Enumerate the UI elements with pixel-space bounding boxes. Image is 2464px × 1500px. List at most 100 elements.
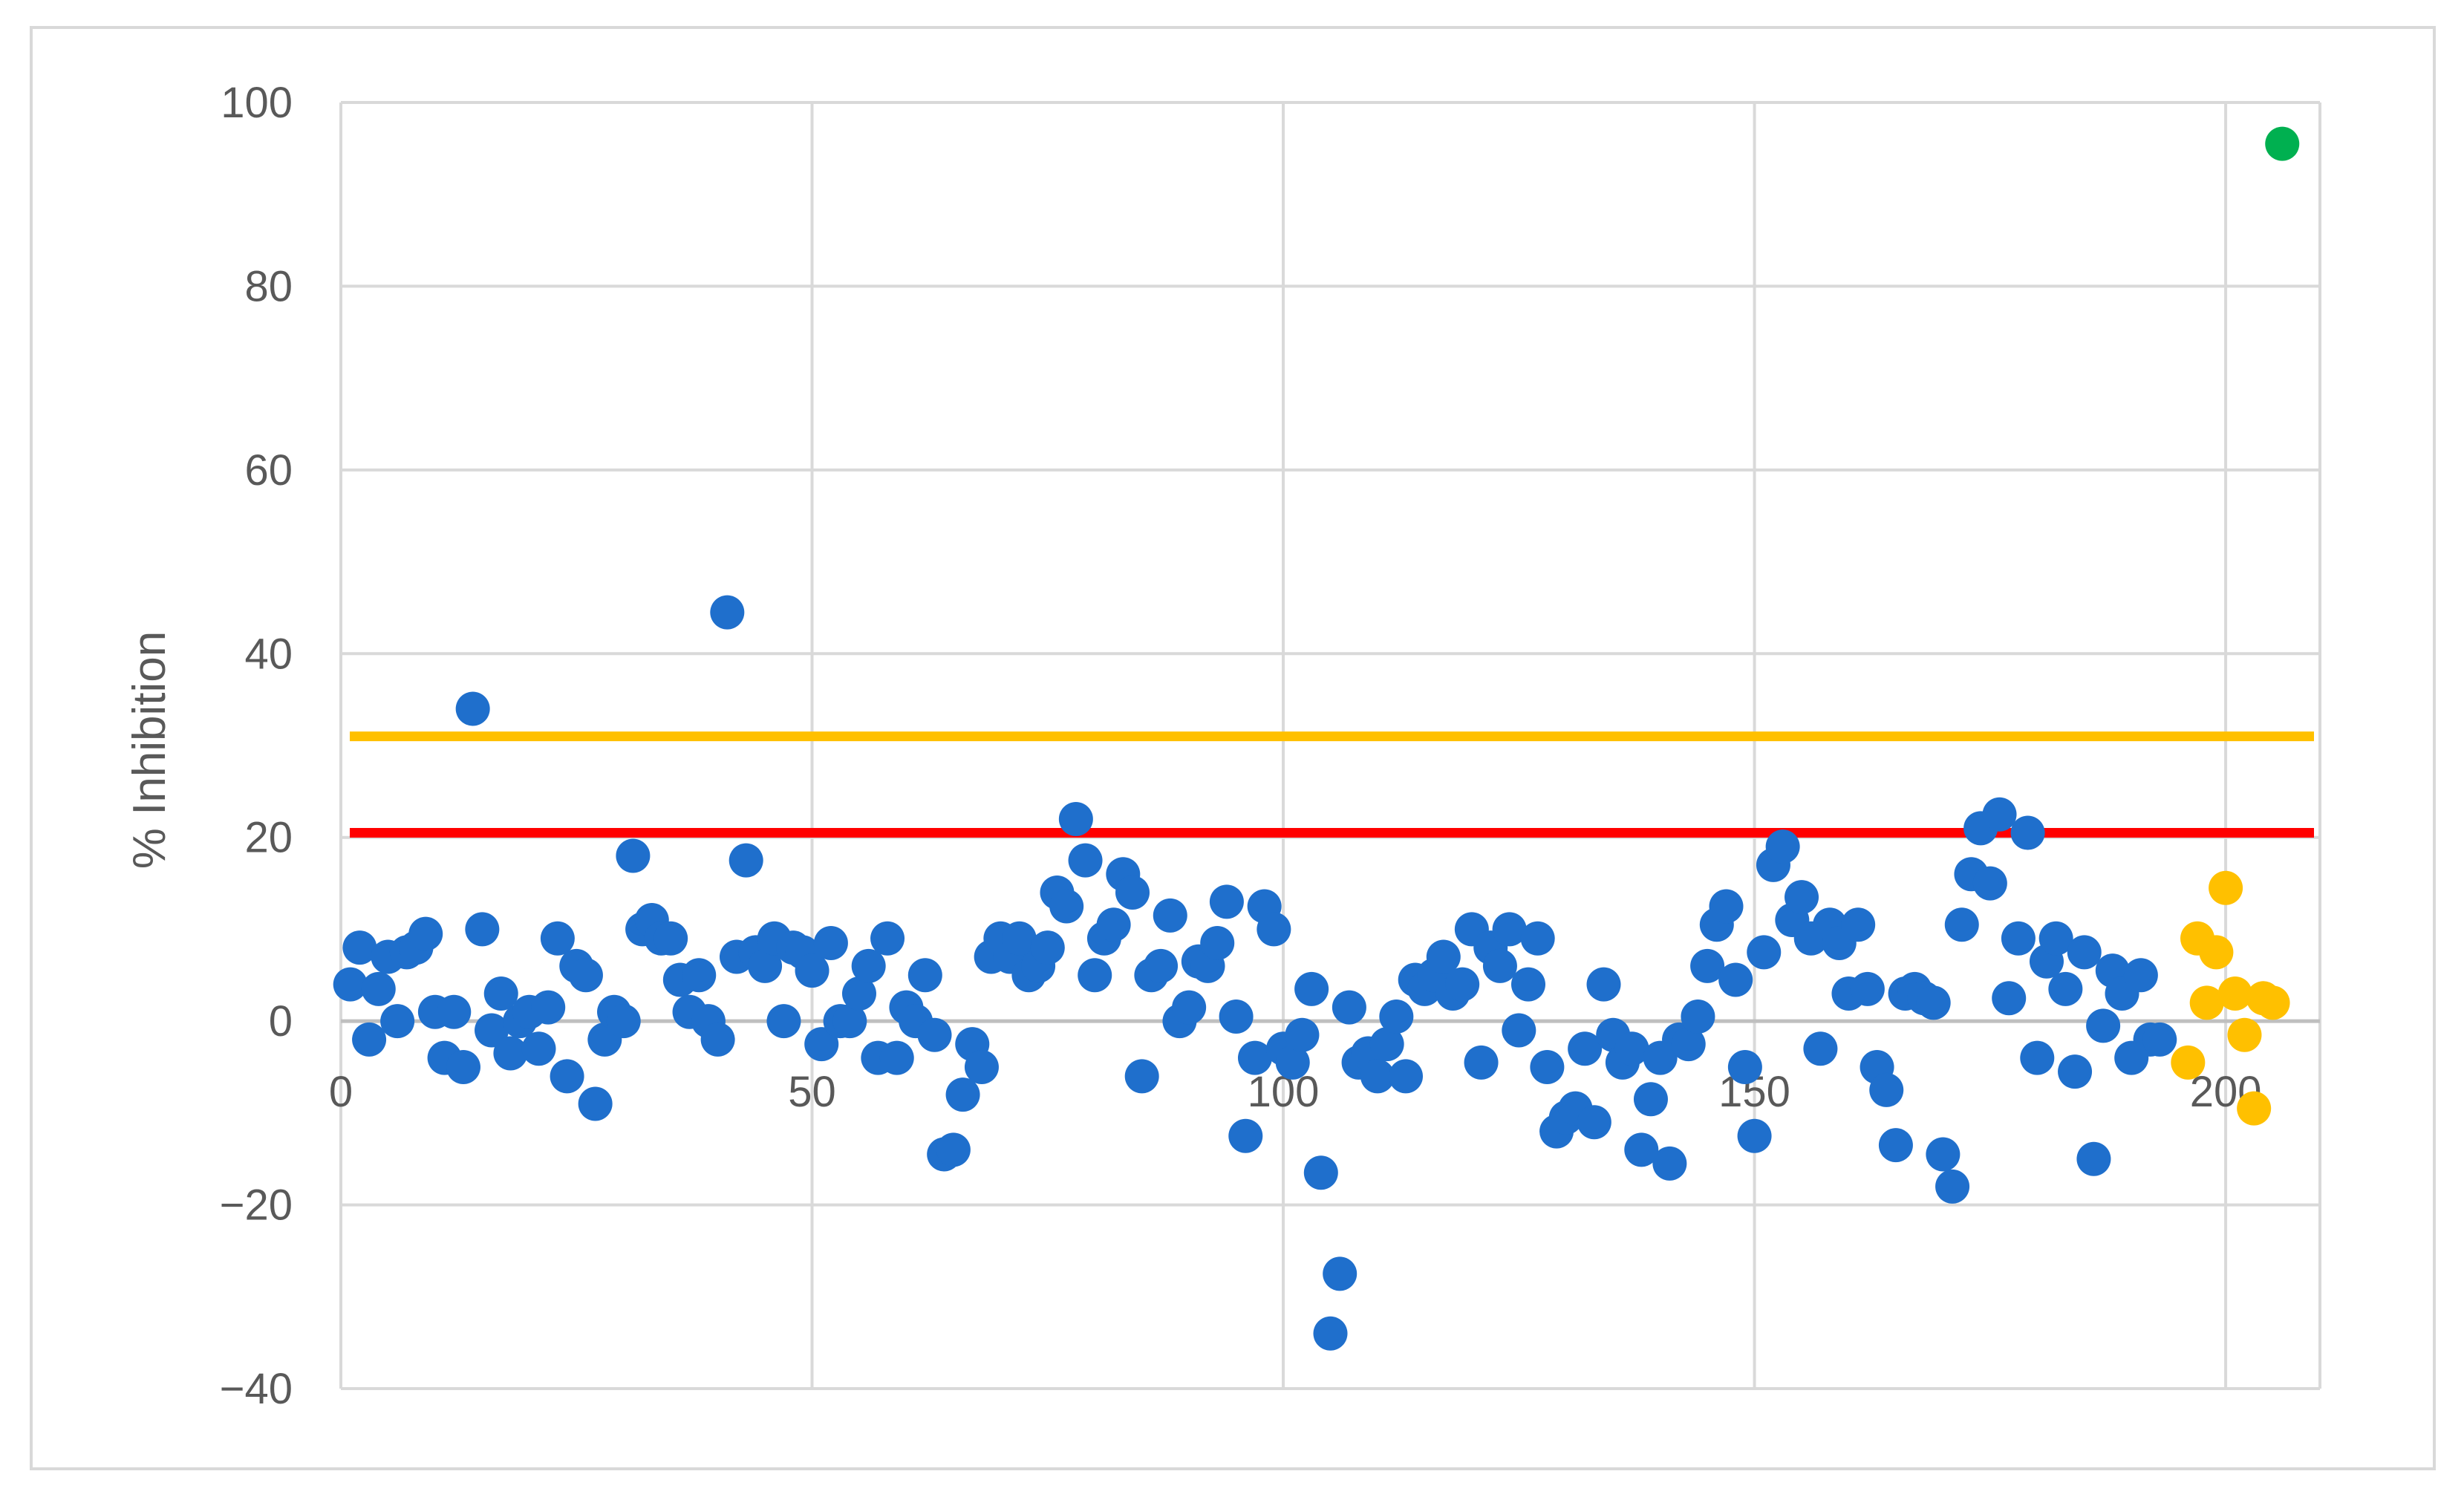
x-tick-label: 0	[329, 1068, 353, 1116]
data-point	[2171, 1045, 2206, 1080]
data-point	[870, 921, 905, 956]
data-point	[2123, 958, 2158, 993]
y-tick-label: 0	[269, 997, 293, 1046]
data-point	[1690, 948, 1725, 983]
data-point	[1049, 889, 1084, 924]
data-point	[380, 1004, 415, 1039]
data-point	[578, 1086, 613, 1121]
data-point	[1878, 1128, 1913, 1163]
y-tick-label: 100	[221, 79, 293, 127]
y-tick-label: 80	[244, 262, 293, 310]
data-point	[1445, 967, 1480, 1002]
data-point	[1671, 1027, 1706, 1062]
data-point	[1511, 967, 1545, 1002]
data-point	[1614, 1031, 1649, 1066]
data-point	[1209, 884, 1244, 919]
data-point	[2209, 870, 2243, 905]
x-tick-labels: 0 50 100 150 200	[329, 1068, 2262, 1116]
data-point	[1765, 829, 1800, 864]
data-point	[1313, 1316, 1348, 1351]
data-point	[540, 921, 575, 956]
data-point	[352, 1022, 387, 1057]
data-point	[1124, 1059, 1159, 1094]
data-point	[1709, 889, 1744, 924]
y-tick-label: −20	[220, 1181, 293, 1230]
data-point	[654, 921, 688, 956]
data-point	[1624, 1132, 1659, 1167]
data-point	[1464, 1045, 1499, 1080]
data-point	[2048, 971, 2083, 1006]
data-point	[700, 1022, 735, 1057]
data-point	[1577, 1105, 1611, 1140]
data-point	[606, 1004, 641, 1039]
data-point	[1237, 1040, 1272, 1075]
data-point	[1520, 921, 1555, 956]
data-point	[1030, 930, 1065, 965]
data-point	[1153, 898, 1187, 933]
data-point	[1727, 1050, 1762, 1084]
data-point	[1944, 907, 1979, 942]
data-point	[729, 843, 763, 878]
data-point	[1172, 990, 1207, 1025]
data-point	[1332, 990, 1366, 1025]
data-point	[2227, 1017, 2262, 1052]
data-point	[2086, 1008, 2121, 1043]
data-point	[1303, 1155, 1338, 1190]
data-point	[1916, 985, 1951, 1020]
data-point	[455, 691, 490, 726]
data-point	[2001, 921, 2036, 956]
data-point	[1803, 1031, 1838, 1066]
gridlines	[339, 101, 2321, 1390]
data-point	[342, 930, 377, 965]
data-point	[795, 953, 830, 988]
data-point	[879, 1040, 914, 1075]
data-point	[1200, 925, 1235, 960]
data-point	[1115, 875, 1150, 910]
data-point	[1275, 1045, 1310, 1080]
data-point	[1869, 1072, 1904, 1107]
data-point	[550, 1059, 584, 1094]
data-point	[936, 1132, 971, 1167]
data-point	[1992, 981, 2027, 1016]
data-point	[1389, 1059, 1424, 1094]
data-point	[1369, 1027, 1404, 1062]
data-point	[2038, 921, 2073, 956]
data-point	[964, 1050, 999, 1084]
data-point	[1219, 999, 1254, 1034]
data-point	[1568, 1031, 1603, 1066]
data-point	[1492, 912, 1527, 947]
data-point	[1926, 1137, 1961, 1172]
data-point	[446, 1050, 480, 1084]
y-axis-title: % Inhibition	[124, 631, 175, 870]
y-tick-label: −40	[220, 1365, 293, 1413]
data-point	[1068, 843, 1103, 878]
data-point	[1228, 1118, 1263, 1153]
data-point	[1379, 999, 1414, 1034]
data-point	[851, 948, 886, 983]
data-point	[1482, 948, 1517, 983]
y-tick-labels: −40 −20 0 20 40 60 80 100	[220, 79, 293, 1413]
data-point	[361, 971, 396, 1006]
data-point	[804, 1027, 839, 1062]
data-point	[1530, 1050, 1565, 1084]
data-point	[2020, 1040, 2055, 1075]
data-point	[616, 838, 651, 873]
data-point	[2217, 976, 2252, 1011]
data-point	[408, 916, 443, 951]
data-point	[832, 1004, 867, 1039]
data-point	[1737, 1118, 1772, 1153]
chart-frame	[30, 26, 2436, 1470]
data-point	[531, 990, 566, 1025]
data-point	[682, 958, 717, 993]
data-point	[333, 967, 368, 1002]
data-point	[2076, 1141, 2111, 1176]
data-point	[2010, 815, 2045, 850]
data-point	[1502, 1013, 1536, 1048]
data-point	[2142, 1022, 2177, 1057]
data-point	[1850, 971, 1885, 1006]
data-point	[748, 948, 783, 983]
data-point	[1841, 907, 1876, 942]
data-point	[1785, 880, 1819, 915]
data-point	[1935, 1169, 1970, 1204]
